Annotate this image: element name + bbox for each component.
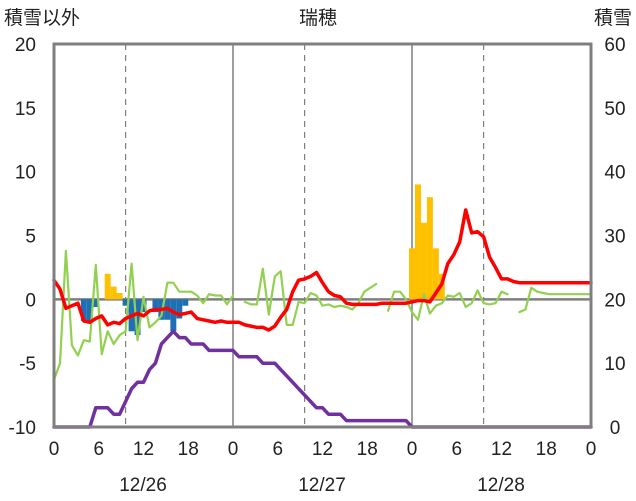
line-series bbox=[52, 208, 593, 429]
date-label-2: 12/27 bbox=[298, 475, 346, 496]
left-tick-label: 5 bbox=[25, 227, 36, 248]
snowfall-bar-3 bbox=[116, 292, 123, 300]
snowfall-bar-8 bbox=[432, 248, 439, 300]
right-tick-label: 60 bbox=[604, 35, 625, 56]
snowfall-bar-7 bbox=[426, 197, 433, 300]
precip-bar-13 bbox=[182, 299, 189, 306]
snowfall-bar-6 bbox=[420, 222, 427, 300]
plot-area bbox=[54, 44, 591, 427]
left-tick-label: 15 bbox=[15, 99, 36, 120]
right-tick-label: 50 bbox=[604, 99, 625, 120]
snowfall-bar-1 bbox=[104, 273, 111, 300]
x-tick-label: 18 bbox=[178, 439, 199, 460]
temperature-line-segment-1 bbox=[52, 208, 593, 332]
date-label-1: 12/26 bbox=[119, 475, 167, 496]
left-tick-label: -10 bbox=[9, 418, 36, 439]
x-tick-label: 0 bbox=[407, 439, 418, 460]
left-tick-label: 20 bbox=[15, 35, 36, 56]
wind-line-segment-1 bbox=[52, 249, 235, 381]
x-tick-label: 18 bbox=[357, 439, 378, 460]
precip-bar-3 bbox=[92, 299, 99, 307]
x-tick-label: 12 bbox=[312, 439, 333, 460]
precip-bar-2 bbox=[86, 299, 93, 322]
x-tick-label: 0 bbox=[586, 439, 597, 460]
wind-line-segment-4 bbox=[518, 286, 593, 314]
date-label-3: 12/28 bbox=[477, 475, 525, 496]
left-axis-title: 積雪以外 bbox=[4, 7, 80, 29]
precip-bar-7 bbox=[140, 299, 147, 313]
left-tick-label: 10 bbox=[15, 163, 36, 184]
x-tick-label: 0 bbox=[228, 439, 239, 460]
precip-bar-8 bbox=[152, 299, 159, 313]
left-tick-label: 0 bbox=[25, 290, 36, 311]
plot-border bbox=[52, 42, 593, 429]
snowfall-bar-2 bbox=[110, 286, 117, 300]
x-tick-label: 18 bbox=[536, 439, 557, 460]
plot-frame bbox=[52, 42, 593, 429]
x-tick-label: 12 bbox=[133, 439, 154, 460]
right-tick-label: 40 bbox=[604, 163, 625, 184]
chart-title: 瑞穂 bbox=[299, 7, 337, 29]
x-tick-label: 12 bbox=[491, 439, 512, 460]
x-tick-label: 6 bbox=[93, 439, 104, 460]
plot-background bbox=[54, 44, 591, 427]
snowfall-bar-5 bbox=[414, 184, 421, 300]
right-tick-label: 30 bbox=[604, 227, 625, 248]
left-tick-label: -5 bbox=[19, 354, 36, 375]
precip-bar-4 bbox=[122, 299, 129, 306]
right-tick-label: 20 bbox=[604, 290, 625, 311]
right-axis-title: 積雪 bbox=[594, 7, 632, 29]
precip-bar-12 bbox=[176, 299, 183, 319]
x-tick-label: 6 bbox=[451, 439, 462, 460]
precip-bar-11 bbox=[170, 299, 177, 332]
x-tick-label: 0 bbox=[49, 439, 60, 460]
right-tick-label: 0 bbox=[610, 418, 621, 439]
precip-bar-6 bbox=[134, 299, 141, 336]
x-tick-label: 6 bbox=[272, 439, 283, 460]
snowfall-bar-4 bbox=[409, 248, 415, 300]
wind-line-segment-2 bbox=[243, 267, 378, 326]
precip-bar-1 bbox=[80, 299, 87, 322]
right-tick-label: 10 bbox=[604, 354, 625, 375]
